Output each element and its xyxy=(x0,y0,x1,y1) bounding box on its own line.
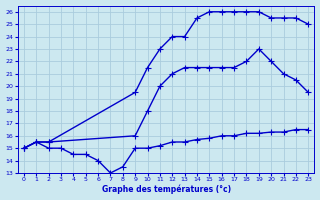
X-axis label: Graphe des températures (°c): Graphe des températures (°c) xyxy=(101,185,231,194)
